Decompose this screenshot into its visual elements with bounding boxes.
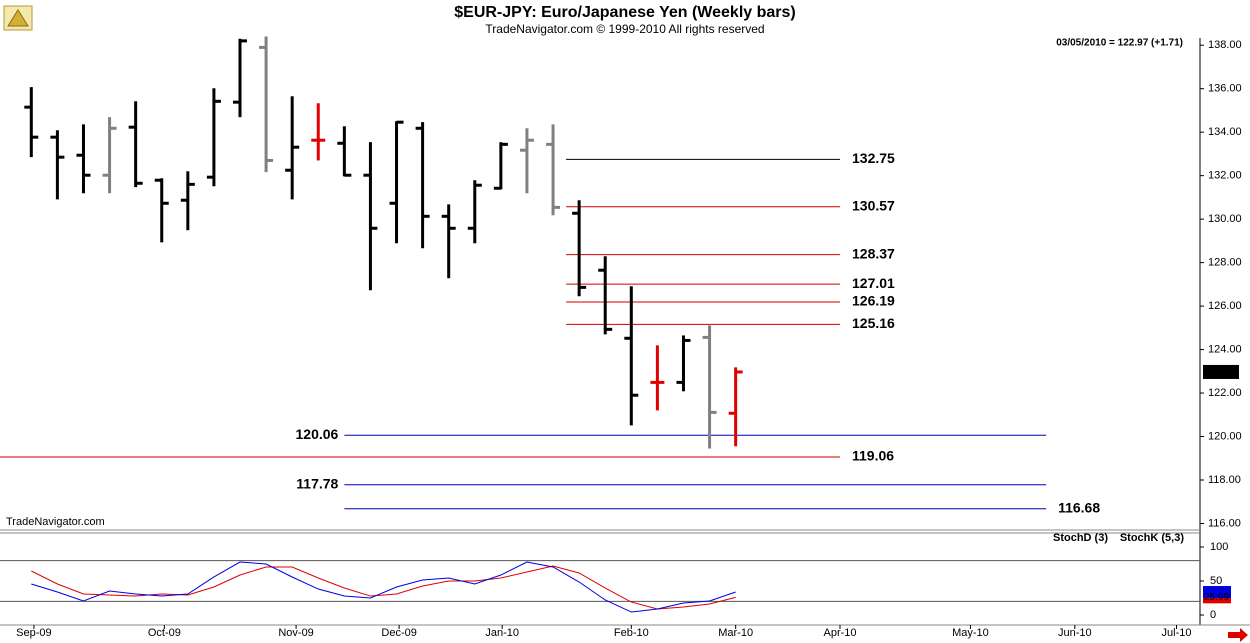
level-label: 116.68: [1058, 499, 1100, 515]
y-tick-label: 132.00: [1208, 170, 1242, 182]
y-tick-label: 0: [1210, 609, 1216, 621]
level-label: 132.75: [852, 150, 895, 166]
stoch-line: [31, 561, 736, 613]
y-tick-label: 126.00: [1208, 300, 1242, 312]
chart-subtitle: TradeNavigator.com © 1999-2010 All right…: [485, 22, 764, 36]
level-label: 130.57: [852, 197, 895, 213]
level-label: 126.19: [852, 293, 895, 309]
x-tick-label: Jul-10: [1162, 627, 1192, 639]
y-tick-label: 138.00: [1208, 39, 1242, 51]
legend-label: StochK (5,3): [1120, 532, 1185, 544]
price-tag: [1203, 364, 1239, 379]
y-tick-label: 136.00: [1208, 83, 1242, 95]
level-label: 128.37: [852, 245, 895, 261]
y-tick-label: 134.00: [1208, 126, 1242, 138]
x-tick-label: Dec-09: [381, 627, 416, 639]
x-tick-label: Apr-10: [823, 627, 856, 639]
value-tag: [1203, 586, 1231, 599]
y-tick-label: 116.00: [1208, 517, 1241, 529]
x-tick-label: Jan-10: [485, 627, 519, 639]
level-label: 119.06: [852, 448, 894, 464]
chart-title: $EUR-JPY: Euro/Japanese Yen (Weekly bars…: [454, 4, 795, 21]
info-text: 03/05/2010 = 122.97 (+1.71): [1056, 38, 1183, 49]
scroll-arrow[interactable]: [1228, 628, 1248, 642]
y-tick-label: 128.00: [1208, 257, 1242, 269]
level-label: 125.16: [852, 315, 895, 331]
y-tick-label: 130.00: [1208, 213, 1242, 225]
x-tick-label: Nov-09: [278, 627, 313, 639]
x-tick-label: May-10: [952, 627, 989, 639]
watermark: TradeNavigator.com: [6, 516, 105, 528]
y-tick-label: 122.00: [1208, 387, 1242, 399]
level-label: 117.78: [296, 475, 338, 491]
x-tick-label: Oct-09: [148, 627, 181, 639]
x-tick-label: Jun-10: [1058, 627, 1092, 639]
level-label: 127.01: [852, 275, 895, 291]
x-tick-label: Mar-10: [718, 627, 753, 639]
value-tag-label: 25.99: [1204, 592, 1229, 603]
x-tick-label: Feb-10: [614, 627, 649, 639]
legend-label: StochD (3): [1053, 532, 1108, 544]
level-label: 120.06: [296, 426, 339, 442]
y-tick-label: 124.00: [1208, 343, 1242, 355]
y-tick-label: 100: [1210, 541, 1228, 553]
x-tick-label: Sep-09: [16, 627, 51, 639]
y-tick-label: 50: [1210, 575, 1222, 587]
y-tick-label: 118.00: [1208, 474, 1241, 486]
y-tick-label: 120.00: [1208, 430, 1242, 442]
price-tag-label: 122.97: [1206, 366, 1240, 378]
logo-icon: [3, 5, 33, 31]
